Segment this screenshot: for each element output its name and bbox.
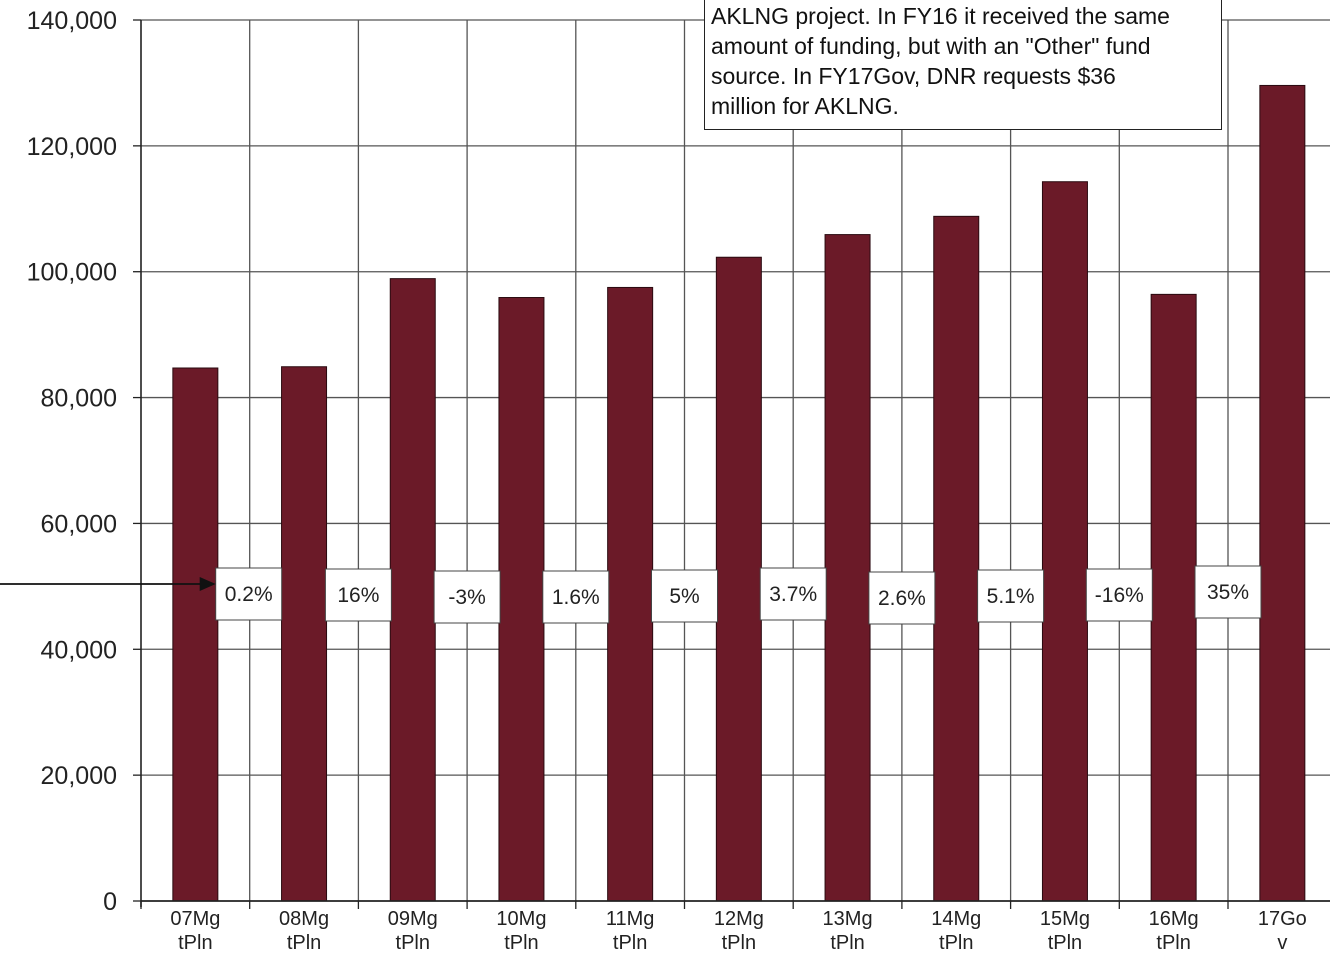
percent-change-label: 16% — [337, 584, 379, 607]
percent-change-box — [759, 567, 827, 621]
y-tick-label: 0 — [103, 888, 117, 916]
x-category-line: tPln — [722, 932, 756, 954]
x-category-line: 16Mg — [1149, 908, 1199, 930]
bar — [933, 215, 980, 902]
x-category-line: 10Mg — [496, 908, 546, 930]
x-category-line: tPln — [504, 932, 538, 954]
bar — [281, 366, 328, 902]
x-category-line: 09Mg — [388, 908, 438, 930]
bar — [1041, 181, 1088, 902]
percent-change-box — [542, 570, 610, 624]
x-category-label: 11Mg tPln — [606, 908, 655, 954]
percent-change-label: -16% — [1095, 584, 1144, 607]
x-category-line: 13Mg — [823, 908, 873, 930]
annotation-line: million for AKLNG. — [711, 93, 899, 119]
x-category-line: 12Mg — [714, 908, 764, 930]
x-category-line: 07Mg — [170, 908, 220, 930]
bar — [715, 256, 762, 902]
x-category-line: tPln — [613, 932, 647, 954]
x-category-label: 08Mg tPln — [279, 908, 329, 954]
y-tick-label: 60,000 — [41, 510, 117, 538]
percent-change-box — [215, 567, 283, 621]
y-tick-label: 100,000 — [27, 259, 117, 287]
bar-series — [172, 84, 1306, 902]
annotation-line: source. In FY17Gov, DNR requests $36 — [711, 63, 1116, 89]
x-category-line: 17Go — [1258, 908, 1307, 930]
y-tick-label: 140,000 — [27, 7, 117, 35]
bar — [1259, 84, 1306, 902]
x-category-label: 16Mg tPln — [1149, 908, 1199, 954]
percent-change-box — [868, 571, 936, 625]
x-category-line: 14Mg — [931, 908, 981, 930]
x-category-line: tPln — [287, 932, 321, 954]
percent-change-label: 5.1% — [987, 585, 1035, 608]
annotation-line: AKLNG project. In FY16 it received the s… — [711, 3, 1170, 29]
x-category-label: 14Mg tPln — [931, 908, 981, 954]
percent-change-box — [651, 569, 718, 623]
bar — [172, 367, 219, 902]
percent-change-label: 35% — [1207, 581, 1249, 604]
x-category-line: v — [1277, 932, 1287, 954]
y-tick-label: 80,000 — [41, 385, 117, 413]
percent-change-label: 1.6% — [552, 586, 600, 609]
bar — [1150, 293, 1197, 902]
x-category-label: 17Go v — [1258, 908, 1307, 954]
percent-change-label: 3.7% — [769, 583, 817, 606]
x-category-line: tPln — [939, 932, 973, 954]
percent-change-box — [433, 570, 501, 624]
percent-change-box — [1194, 565, 1262, 619]
bar — [824, 234, 871, 902]
x-category-label: 10Mg tPln — [496, 908, 546, 954]
y-tick-label: 120,000 — [27, 133, 117, 161]
y-axis-ticks: 0 20,000 40,000 60,000 80,000 100,000 120,000 1… — [27, 7, 141, 916]
percent-change-box — [1085, 568, 1153, 622]
annotation-line: amount of funding, but with an "Other" f… — [711, 33, 1151, 59]
percent-change-label: 5% — [669, 585, 699, 608]
x-category-label: 15Mg tPln — [1040, 908, 1090, 954]
x-category-line: 08Mg — [279, 908, 329, 930]
x-category-line: tPln — [396, 932, 430, 954]
x-category-label: 12Mg tPln — [714, 908, 764, 954]
percent-change-label: 0.2% — [225, 583, 273, 606]
x-category-line: tPln — [830, 932, 864, 954]
percent-change-box — [977, 569, 1045, 623]
x-category-label: 09Mg tPln — [388, 908, 438, 954]
x-category-line: 15Mg — [1040, 908, 1090, 930]
bar — [389, 278, 436, 902]
x-category-label: 07Mg tPln — [170, 908, 220, 954]
x-category-line: tPln — [1048, 932, 1082, 954]
x-category-line: tPln — [1156, 932, 1190, 954]
pointer-arrow-head — [199, 577, 216, 591]
chart-axes — [140, 20, 1330, 909]
percent-change-label: 2.6% — [878, 587, 926, 610]
bar — [607, 286, 654, 902]
x-category-line: tPln — [178, 932, 212, 954]
annotation-box: AKLNG project. In FY16 it received the s… — [704, 0, 1222, 130]
y-tick-label: 20,000 — [41, 762, 117, 790]
x-category-line: 11Mg — [606, 908, 655, 930]
percent-change-label: -3% — [448, 586, 485, 609]
x-category-label: 13Mg tPln — [823, 908, 873, 954]
bar — [498, 297, 545, 902]
y-tick-label: 40,000 — [41, 636, 117, 664]
percent-change-box — [324, 568, 392, 622]
percent-change-labels: 0.2% 16% -3% 1.6% 5% 3.7% 2.6% 5.1% -16% 35% — [0, 565, 1262, 625]
